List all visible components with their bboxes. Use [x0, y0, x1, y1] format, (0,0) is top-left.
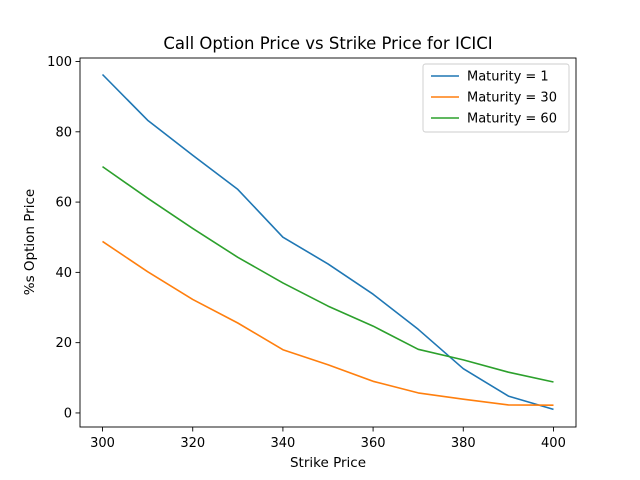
- y-tick-label: 20: [55, 336, 72, 351]
- legend-label-3: Maturity = 60: [467, 112, 557, 127]
- x-tick-label: 380: [451, 436, 476, 451]
- y-tick-label: 100: [47, 55, 72, 70]
- x-tick-label: 340: [270, 436, 295, 451]
- legend: Maturity = 1 Maturity = 30 Maturity = 60: [423, 64, 569, 132]
- series-line-3: [103, 167, 554, 382]
- y-tick-label: 40: [55, 266, 72, 281]
- x-tick-label: 320: [180, 436, 205, 451]
- x-axis: 300 320 340 360 380 400: [90, 427, 566, 451]
- y-tick-label: 60: [55, 196, 72, 211]
- x-tick-label: 400: [541, 436, 566, 451]
- y-axis: 0 20 40 60 80 100: [47, 55, 80, 421]
- y-tick-label: 80: [55, 125, 72, 140]
- chart-title: Call Option Price vs Strike Price for IC…: [163, 34, 492, 53]
- legend-label-1: Maturity = 1: [467, 70, 549, 85]
- y-axis-label: %s Option Price: [22, 189, 38, 295]
- x-tick-label: 360: [361, 436, 386, 451]
- series-line-2: [103, 241, 554, 405]
- y-tick-label: 0: [64, 406, 72, 421]
- x-axis-label: Strike Price: [290, 455, 366, 471]
- legend-label-2: Maturity = 30: [467, 91, 557, 106]
- x-tick-label: 300: [90, 436, 115, 451]
